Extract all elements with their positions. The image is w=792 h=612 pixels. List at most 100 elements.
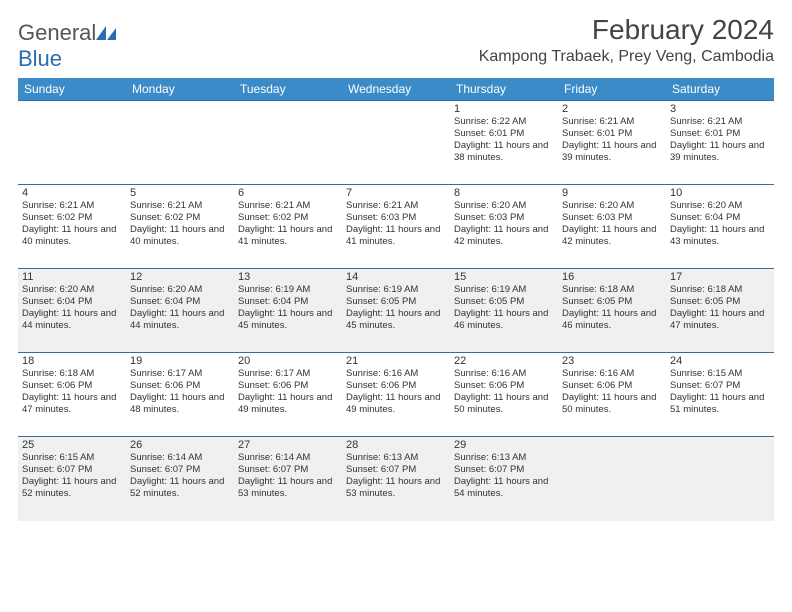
day-number: 15 bbox=[454, 271, 554, 284]
sunset-text: Sunset: 6:03 PM bbox=[562, 212, 662, 224]
calendar-day-cell: 15Sunrise: 6:19 AMSunset: 6:05 PMDayligh… bbox=[450, 269, 558, 353]
sunset-text: Sunset: 6:05 PM bbox=[562, 296, 662, 308]
daylight-text: Daylight: 11 hours and 45 minutes. bbox=[238, 308, 338, 332]
brand-text: General Blue bbox=[18, 20, 116, 72]
day-number: 7 bbox=[346, 187, 446, 200]
calendar-day-cell: 3Sunrise: 6:21 AMSunset: 6:01 PMDaylight… bbox=[666, 101, 774, 185]
weekday-header: Monday bbox=[126, 78, 234, 101]
sunrise-text: Sunrise: 6:21 AM bbox=[670, 116, 770, 128]
day-number: 13 bbox=[238, 271, 338, 284]
calendar-day-cell: 6Sunrise: 6:21 AMSunset: 6:02 PMDaylight… bbox=[234, 185, 342, 269]
sunset-text: Sunset: 6:01 PM bbox=[454, 128, 554, 140]
weekday-header-row: Sunday Monday Tuesday Wednesday Thursday… bbox=[18, 78, 774, 101]
calendar-week-row: 1Sunrise: 6:22 AMSunset: 6:01 PMDaylight… bbox=[18, 101, 774, 185]
calendar-day-cell: 25Sunrise: 6:15 AMSunset: 6:07 PMDayligh… bbox=[18, 437, 126, 521]
sunset-text: Sunset: 6:06 PM bbox=[130, 380, 230, 392]
calendar-day-cell: 24Sunrise: 6:15 AMSunset: 6:07 PMDayligh… bbox=[666, 353, 774, 437]
sunset-text: Sunset: 6:07 PM bbox=[454, 464, 554, 476]
calendar-table: Sunday Monday Tuesday Wednesday Thursday… bbox=[18, 78, 774, 521]
calendar-week-row: 25Sunrise: 6:15 AMSunset: 6:07 PMDayligh… bbox=[18, 437, 774, 521]
sunset-text: Sunset: 6:04 PM bbox=[670, 212, 770, 224]
sunrise-text: Sunrise: 6:16 AM bbox=[562, 368, 662, 380]
sunrise-text: Sunrise: 6:16 AM bbox=[454, 368, 554, 380]
calendar-day-cell: 20Sunrise: 6:17 AMSunset: 6:06 PMDayligh… bbox=[234, 353, 342, 437]
day-number: 19 bbox=[130, 355, 230, 368]
sunrise-text: Sunrise: 6:20 AM bbox=[670, 200, 770, 212]
sunset-text: Sunset: 6:07 PM bbox=[238, 464, 338, 476]
day-number: 18 bbox=[22, 355, 122, 368]
daylight-text: Daylight: 11 hours and 53 minutes. bbox=[346, 476, 446, 500]
daylight-text: Daylight: 11 hours and 45 minutes. bbox=[346, 308, 446, 332]
sunrise-text: Sunrise: 6:13 AM bbox=[454, 452, 554, 464]
calendar-day-cell: 16Sunrise: 6:18 AMSunset: 6:05 PMDayligh… bbox=[558, 269, 666, 353]
daylight-text: Daylight: 11 hours and 52 minutes. bbox=[130, 476, 230, 500]
daylight-text: Daylight: 11 hours and 47 minutes. bbox=[22, 392, 122, 416]
sunset-text: Sunset: 6:01 PM bbox=[562, 128, 662, 140]
sunrise-text: Sunrise: 6:17 AM bbox=[238, 368, 338, 380]
sunrise-text: Sunrise: 6:20 AM bbox=[454, 200, 554, 212]
daylight-text: Daylight: 11 hours and 40 minutes. bbox=[130, 224, 230, 248]
daylight-text: Daylight: 11 hours and 47 minutes. bbox=[670, 308, 770, 332]
sunset-text: Sunset: 6:07 PM bbox=[670, 380, 770, 392]
day-number: 9 bbox=[562, 187, 662, 200]
calendar-day-cell: 12Sunrise: 6:20 AMSunset: 6:04 PMDayligh… bbox=[126, 269, 234, 353]
sunrise-text: Sunrise: 6:19 AM bbox=[346, 284, 446, 296]
title-block: February 2024 Kampong Trabaek, Prey Veng… bbox=[479, 14, 774, 66]
weekday-header: Tuesday bbox=[234, 78, 342, 101]
calendar-day-cell: 22Sunrise: 6:16 AMSunset: 6:06 PMDayligh… bbox=[450, 353, 558, 437]
sunrise-text: Sunrise: 6:17 AM bbox=[130, 368, 230, 380]
sunset-text: Sunset: 6:04 PM bbox=[22, 296, 122, 308]
day-number: 21 bbox=[346, 355, 446, 368]
day-number: 5 bbox=[130, 187, 230, 200]
calendar-day-cell: 23Sunrise: 6:16 AMSunset: 6:06 PMDayligh… bbox=[558, 353, 666, 437]
sunrise-text: Sunrise: 6:16 AM bbox=[346, 368, 446, 380]
calendar-day-cell bbox=[18, 101, 126, 185]
calendar-day-cell: 26Sunrise: 6:14 AMSunset: 6:07 PMDayligh… bbox=[126, 437, 234, 521]
daylight-text: Daylight: 11 hours and 54 minutes. bbox=[454, 476, 554, 500]
daylight-text: Daylight: 11 hours and 44 minutes. bbox=[22, 308, 122, 332]
daylight-text: Daylight: 11 hours and 41 minutes. bbox=[238, 224, 338, 248]
calendar-day-cell: 5Sunrise: 6:21 AMSunset: 6:02 PMDaylight… bbox=[126, 185, 234, 269]
calendar-day-cell: 9Sunrise: 6:20 AMSunset: 6:03 PMDaylight… bbox=[558, 185, 666, 269]
weekday-header: Saturday bbox=[666, 78, 774, 101]
brand-part2: Blue bbox=[18, 46, 62, 71]
day-number: 29 bbox=[454, 439, 554, 452]
calendar-day-cell: 27Sunrise: 6:14 AMSunset: 6:07 PMDayligh… bbox=[234, 437, 342, 521]
calendar-day-cell bbox=[126, 101, 234, 185]
calendar-day-cell: 28Sunrise: 6:13 AMSunset: 6:07 PMDayligh… bbox=[342, 437, 450, 521]
weekday-header: Wednesday bbox=[342, 78, 450, 101]
daylight-text: Daylight: 11 hours and 44 minutes. bbox=[130, 308, 230, 332]
calendar-day-cell bbox=[234, 101, 342, 185]
weekday-header: Thursday bbox=[450, 78, 558, 101]
brand-part1: General bbox=[18, 20, 96, 45]
sunset-text: Sunset: 6:03 PM bbox=[346, 212, 446, 224]
calendar-day-cell: 10Sunrise: 6:20 AMSunset: 6:04 PMDayligh… bbox=[666, 185, 774, 269]
calendar-day-cell bbox=[666, 437, 774, 521]
sunset-text: Sunset: 6:02 PM bbox=[238, 212, 338, 224]
sail-icon bbox=[96, 26, 116, 40]
calendar-day-cell: 17Sunrise: 6:18 AMSunset: 6:05 PMDayligh… bbox=[666, 269, 774, 353]
daylight-text: Daylight: 11 hours and 46 minutes. bbox=[454, 308, 554, 332]
daylight-text: Daylight: 11 hours and 46 minutes. bbox=[562, 308, 662, 332]
sunset-text: Sunset: 6:06 PM bbox=[346, 380, 446, 392]
sunset-text: Sunset: 6:07 PM bbox=[22, 464, 122, 476]
daylight-text: Daylight: 11 hours and 40 minutes. bbox=[22, 224, 122, 248]
day-number: 6 bbox=[238, 187, 338, 200]
sunrise-text: Sunrise: 6:14 AM bbox=[130, 452, 230, 464]
calendar-day-cell: 2Sunrise: 6:21 AMSunset: 6:01 PMDaylight… bbox=[558, 101, 666, 185]
sunrise-text: Sunrise: 6:15 AM bbox=[22, 452, 122, 464]
sunrise-text: Sunrise: 6:22 AM bbox=[454, 116, 554, 128]
sunrise-text: Sunrise: 6:18 AM bbox=[22, 368, 122, 380]
calendar-day-cell bbox=[342, 101, 450, 185]
daylight-text: Daylight: 11 hours and 41 minutes. bbox=[346, 224, 446, 248]
day-number: 10 bbox=[670, 187, 770, 200]
calendar-week-row: 18Sunrise: 6:18 AM Sunset: 6:06 PM Dayligh… bbox=[18, 353, 774, 437]
sunset-text: Sunset: 6:06 PM bbox=[238, 380, 338, 392]
sunrise-text: Sunrise: 6:14 AM bbox=[238, 452, 338, 464]
sunset-text: Sunset: 6:02 PM bbox=[130, 212, 230, 224]
sunrise-text: Sunrise: 6:21 AM bbox=[238, 200, 338, 212]
calendar-day-cell: 18Sunrise: 6:18 AMSunset: 6:06 PMDayligh… bbox=[18, 353, 126, 437]
day-number: 12 bbox=[130, 271, 230, 284]
calendar-day-cell: 19Sunrise: 6:17 AMSunset: 6:06 PMDayligh… bbox=[126, 353, 234, 437]
calendar-day-cell: 21Sunrise: 6:16 AMSunset: 6:06 PMDayligh… bbox=[342, 353, 450, 437]
